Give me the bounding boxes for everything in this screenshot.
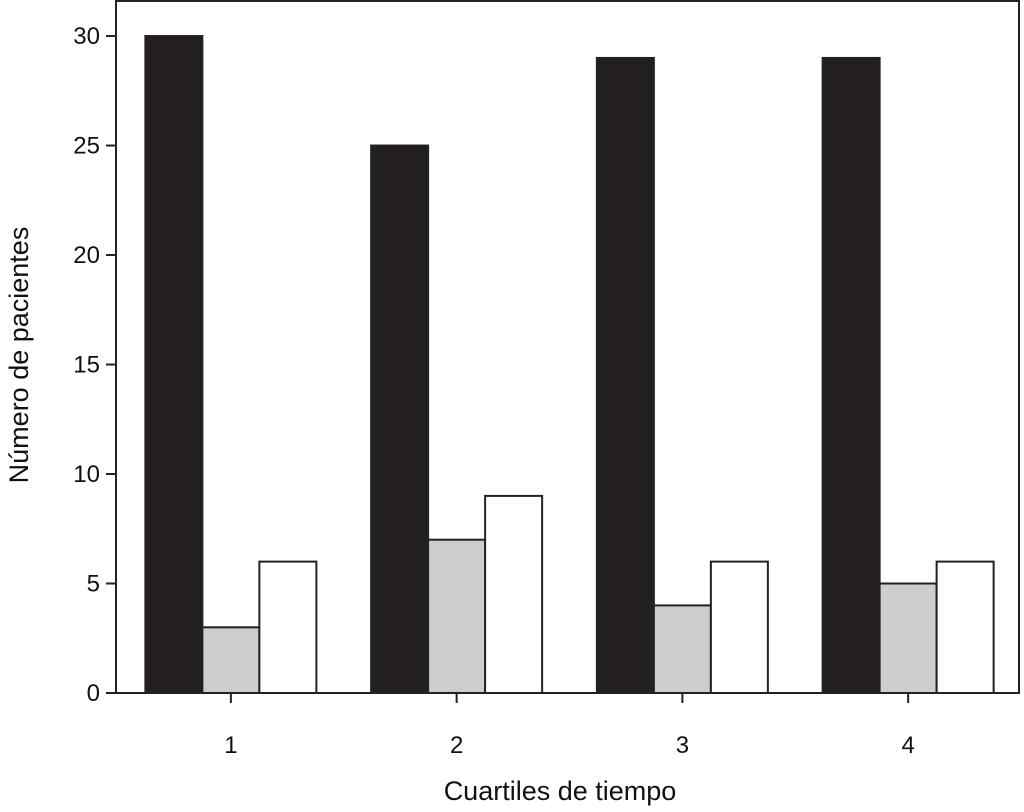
x-tick-label: 3 [676,732,689,759]
bar-series-3-cat-3 [709,560,769,695]
x-tick-label: 4 [901,732,914,759]
bar-series-1-cat-4 [821,56,881,695]
x-tick-label: 2 [450,732,463,759]
y-axis-label: Número de pacientes [4,227,34,484]
bar-series-3-cat-4 [935,560,995,695]
bars-group [144,35,995,695]
y-tick-label: 30 [73,23,100,50]
y-tick-label: 5 [87,571,100,598]
y-axis: 0 5 10 15 20 25 30 [73,23,116,707]
y-tick-label: 25 [73,133,100,160]
y-tick-label: 10 [73,461,100,488]
bar-series-1-cat-3 [595,56,655,695]
bar-series-2-cat-3 [652,604,712,695]
bar-series-2-cat-4 [878,582,938,695]
plot-frame [115,0,1020,694]
bar-series-1-cat-1 [144,35,204,695]
y-tick-label: 0 [87,680,100,707]
bar-series-2-cat-2 [427,538,487,694]
bar-series-3-cat-1 [258,560,318,695]
x-axis: 1 2 3 4 [224,693,915,759]
y-tick-label: 15 [73,352,100,379]
y-tick-label: 20 [73,242,100,269]
bar-series-3-cat-2 [484,494,544,695]
x-axis-label: Cuartiles de tiempo [444,776,677,806]
x-tick-label: 1 [224,732,237,759]
bar-series-1-cat-2 [370,144,430,695]
bar-series-2-cat-1 [201,626,261,694]
